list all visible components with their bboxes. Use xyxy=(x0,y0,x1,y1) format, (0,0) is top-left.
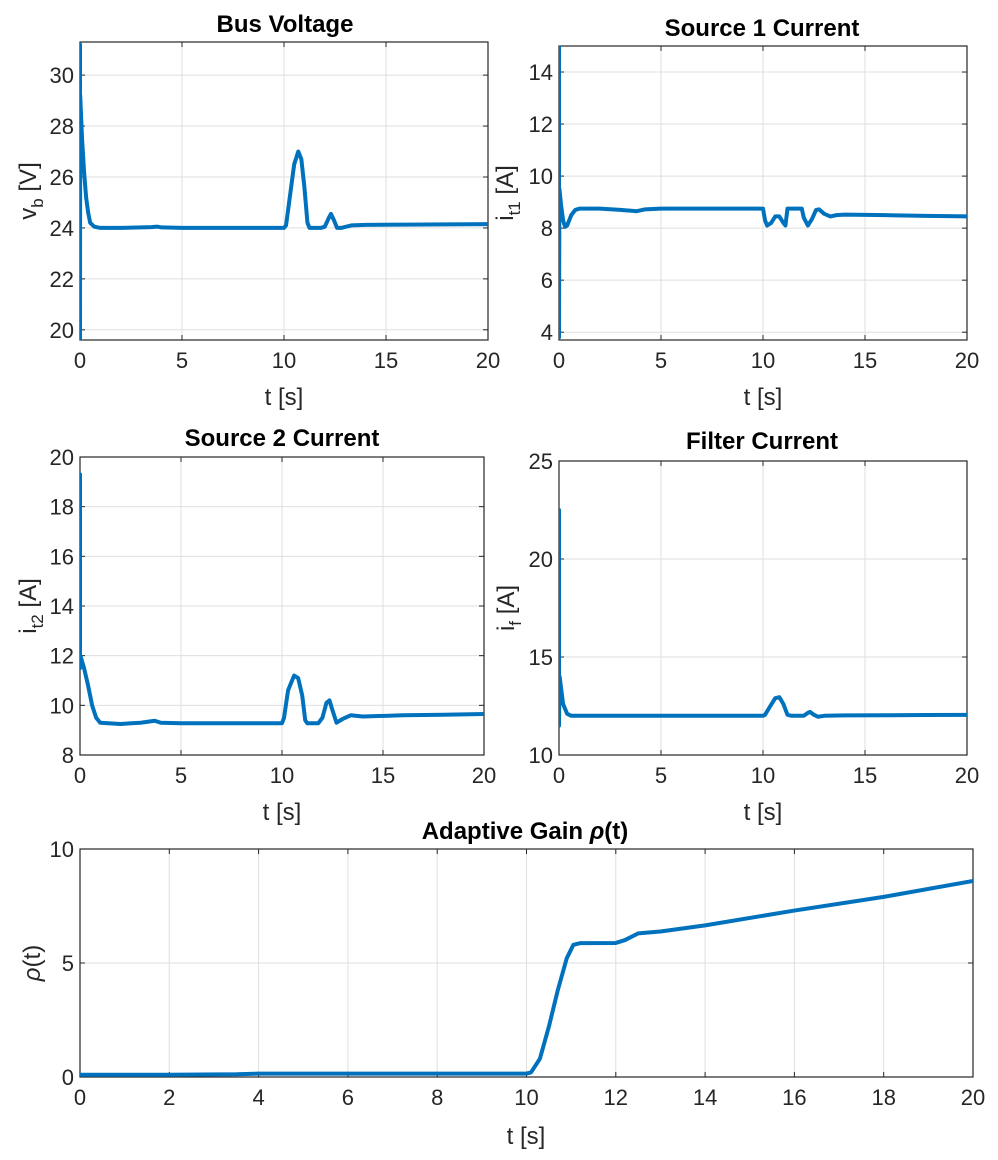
x-tick-label: 20 xyxy=(955,763,979,788)
grid xyxy=(559,46,967,340)
series-line-i-f xyxy=(559,508,967,728)
chart-title: Bus Voltage xyxy=(217,11,354,38)
y-tick-label: 12 xyxy=(50,644,74,669)
y-axis-label: it2 [A] xyxy=(15,578,47,634)
x-tick-label: 20 xyxy=(476,348,500,373)
y-tick-label: 26 xyxy=(50,165,74,190)
panel-source2-current: Source 2 Current t [s] it2 [A] 0 5 10 15 20 8… xyxy=(15,425,496,826)
x-tick-label: 0 xyxy=(74,348,86,373)
y-tick-label: 10 xyxy=(50,837,74,862)
y-axis-label: ρ(t) xyxy=(19,945,46,982)
x-tick-label: 5 xyxy=(655,348,667,373)
y-tick-label: 16 xyxy=(50,544,74,569)
y-tick-label: 8 xyxy=(541,216,553,241)
y-tick-label: 22 xyxy=(50,267,74,292)
series-line-i-t2 xyxy=(80,472,484,726)
x-tick-label: 10 xyxy=(751,348,775,373)
y-tick-label: 10 xyxy=(50,693,74,718)
panel-filter-current: Filter Current t [s] if [A] 0 5 10 15 20 10 15… xyxy=(493,428,979,826)
y-tick-label: 14 xyxy=(529,60,553,85)
x-tick-label: 0 xyxy=(74,1085,86,1110)
y-tick-label: 5 xyxy=(62,951,74,976)
series-line-rho xyxy=(80,878,973,1077)
x-tick-label: 10 xyxy=(272,348,296,373)
y-tick-label: 20 xyxy=(529,547,553,572)
x-tick-label: 20 xyxy=(955,348,979,373)
series-line-i-t1 xyxy=(559,46,967,340)
x-axis-label: t [s] xyxy=(744,384,783,411)
x-axis-label: t [s] xyxy=(265,384,304,411)
y-tick-label: 6 xyxy=(541,268,553,293)
x-axis-label: t [s] xyxy=(507,1123,546,1150)
y-tick-label: 14 xyxy=(50,594,74,619)
grid xyxy=(80,457,484,755)
y-tick-label: 20 xyxy=(50,318,74,343)
y-tick-label: 4 xyxy=(541,320,553,345)
x-tick-label: 5 xyxy=(175,763,187,788)
series-line-v-b xyxy=(80,42,488,340)
chart-title: Filter Current xyxy=(686,428,838,455)
x-tick-label: 18 xyxy=(871,1085,895,1110)
y-tick-label: 12 xyxy=(529,112,553,137)
x-tick-label: 5 xyxy=(176,348,188,373)
y-tick-label: 15 xyxy=(529,645,553,670)
x-axis-label: t [s] xyxy=(744,799,783,826)
y-axis-label: vb [V] xyxy=(15,162,47,219)
chart-title: Source 1 Current xyxy=(665,15,860,42)
x-tick-label: 8 xyxy=(431,1085,443,1110)
x-tick-label: 14 xyxy=(693,1085,717,1110)
y-tick-label: 25 xyxy=(529,449,553,474)
x-tick-label: 16 xyxy=(782,1085,806,1110)
x-tick-label: 12 xyxy=(604,1085,628,1110)
x-tick-label: 15 xyxy=(853,763,877,788)
y-tick-label: 24 xyxy=(50,216,74,241)
y-tick-label: 30 xyxy=(50,63,74,88)
x-tick-label: 10 xyxy=(270,763,294,788)
y-axis-label: if [A] xyxy=(493,585,525,631)
x-tick-label: 20 xyxy=(961,1085,985,1110)
x-tick-label: 2 xyxy=(163,1085,175,1110)
x-tick-label: 20 xyxy=(472,763,496,788)
y-tick-label: 0 xyxy=(62,1065,74,1090)
grid xyxy=(559,461,967,755)
x-axis-label: t [s] xyxy=(263,799,302,826)
x-tick-label: 4 xyxy=(252,1085,264,1110)
x-tick-label: 15 xyxy=(371,763,395,788)
panel-bus-voltage: Bus Voltage t [s] vb [V] 0 5 10 15 20 20 22 24 2… xyxy=(15,11,500,411)
y-tick-label: 28 xyxy=(50,114,74,139)
y-tick-label: 18 xyxy=(50,495,74,520)
y-tick-label: 10 xyxy=(529,164,553,189)
panel-source1-current: Source 1 Current t [s] it1 [A] 0 5 10 15 20 4… xyxy=(492,15,979,411)
y-axis-label: it1 [A] xyxy=(492,165,524,221)
x-tick-label: 10 xyxy=(514,1085,538,1110)
x-tick-label: 15 xyxy=(853,348,877,373)
x-tick-label: 15 xyxy=(374,348,398,373)
y-tick-label: 10 xyxy=(529,743,553,768)
grid xyxy=(80,849,973,1077)
x-tick-label: 0 xyxy=(553,348,565,373)
x-tick-label: 6 xyxy=(342,1085,354,1110)
chart-title: Source 2 Current xyxy=(185,425,380,452)
panel-adaptive-gain: Adaptive Gain ρ(t) t [s] ρ(t) 0 2 4 6 8 10 12 1… xyxy=(19,818,985,1150)
x-tick-label: 0 xyxy=(553,763,565,788)
chart-title: Adaptive Gain ρ(t) xyxy=(422,818,629,845)
x-tick-label: 0 xyxy=(74,763,86,788)
y-tick-label: 20 xyxy=(50,445,74,470)
x-tick-label: 5 xyxy=(655,763,667,788)
y-tick-label: 8 xyxy=(62,743,74,768)
x-tick-label: 10 xyxy=(751,763,775,788)
